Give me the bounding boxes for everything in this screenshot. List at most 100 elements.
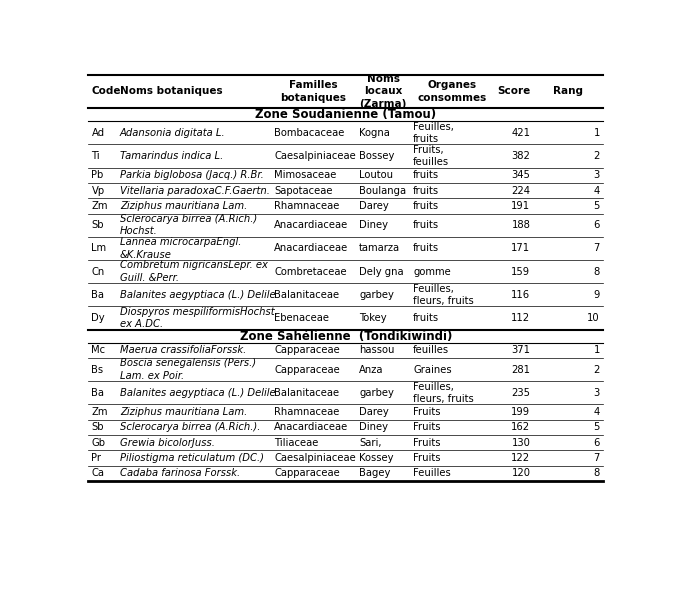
Text: Fruits: Fruits — [413, 453, 441, 463]
Text: 112: 112 — [511, 313, 530, 323]
Text: Combretaceae: Combretaceae — [274, 267, 347, 277]
Text: Gb: Gb — [92, 438, 106, 447]
Text: 1: 1 — [594, 128, 600, 137]
Text: tamarza: tamarza — [359, 244, 400, 253]
Text: 7: 7 — [594, 244, 600, 253]
Text: Bs: Bs — [92, 365, 104, 374]
Text: Sapotaceae: Sapotaceae — [274, 186, 332, 195]
Text: Anacardiaceae: Anacardiaceae — [274, 220, 349, 230]
Text: Feuilles: Feuilles — [413, 469, 451, 478]
Text: Zm: Zm — [92, 201, 108, 211]
Text: Capparaceae: Capparaceae — [274, 365, 340, 374]
Text: feuilles: feuilles — [413, 346, 450, 355]
Text: Dy: Dy — [92, 313, 105, 323]
Text: 122: 122 — [511, 453, 530, 463]
Text: Sclerocarya birrea (A.Rich.).: Sclerocarya birrea (A.Rich.). — [120, 422, 260, 432]
Text: Caesalpiniaceae: Caesalpiniaceae — [274, 453, 356, 463]
Text: 162: 162 — [511, 422, 530, 432]
Text: 159: 159 — [511, 267, 530, 277]
Text: Sclerocarya birrea (A.Rich.)
Hochst.: Sclerocarya birrea (A.Rich.) Hochst. — [120, 214, 257, 236]
Text: fruits: fruits — [413, 201, 439, 211]
Text: 235: 235 — [511, 388, 530, 398]
Text: Grewia bicolorJuss.: Grewia bicolorJuss. — [120, 438, 215, 447]
Text: Pb: Pb — [92, 170, 104, 180]
Text: Mc: Mc — [92, 346, 106, 355]
Text: fruits: fruits — [413, 313, 439, 323]
Text: 3: 3 — [594, 388, 600, 398]
Text: Cadaba farinosa Forssk.: Cadaba farinosa Forssk. — [120, 469, 240, 478]
Text: Kossey: Kossey — [359, 453, 394, 463]
Text: 382: 382 — [511, 151, 530, 161]
Text: Sb: Sb — [92, 422, 104, 432]
Text: Zone Sahélienne  (Tondikiwindi): Zone Sahélienne (Tondikiwindi) — [240, 330, 452, 343]
Text: 191: 191 — [511, 201, 530, 211]
Text: Ba: Ba — [92, 290, 104, 300]
Text: Feuilles,
fleurs, fruits: Feuilles, fleurs, fruits — [413, 283, 474, 306]
Text: Cn: Cn — [92, 267, 105, 277]
Text: 2: 2 — [594, 151, 600, 161]
Text: Vp: Vp — [92, 186, 104, 195]
Text: Ziziphus mauritiana Lam.: Ziziphus mauritiana Lam. — [120, 201, 247, 211]
Text: Score: Score — [497, 86, 531, 96]
Text: Balanites aegyptiaca (L.) Delile: Balanites aegyptiaca (L.) Delile — [120, 388, 275, 398]
Text: 5: 5 — [594, 422, 600, 432]
Text: Diney: Diney — [359, 422, 388, 432]
Text: Diospyros mespiliformisHochst.
ex A.DC.: Diospyros mespiliformisHochst. ex A.DC. — [120, 307, 277, 329]
Text: fruits: fruits — [413, 220, 439, 230]
Text: 4: 4 — [594, 407, 600, 417]
Text: Familles
botaniques: Familles botaniques — [281, 80, 347, 103]
Text: 8: 8 — [594, 267, 600, 277]
Text: 188: 188 — [511, 220, 530, 230]
Text: garbey: garbey — [359, 388, 394, 398]
Text: Tokey: Tokey — [359, 313, 387, 323]
Text: Maerua crassifoliaForssk.: Maerua crassifoliaForssk. — [120, 346, 246, 355]
Text: 4: 4 — [594, 186, 600, 195]
Text: 2: 2 — [594, 365, 600, 374]
Text: Kogna: Kogna — [359, 128, 390, 137]
Text: Darey: Darey — [359, 407, 389, 417]
Text: Capparaceae: Capparaceae — [274, 469, 340, 478]
Text: Parkia biglobosa (Jacq.) R.Br.: Parkia biglobosa (Jacq.) R.Br. — [120, 170, 264, 180]
Text: Fruits: Fruits — [413, 422, 441, 432]
Text: Bagey: Bagey — [359, 469, 390, 478]
Text: 281: 281 — [511, 365, 530, 374]
Text: 345: 345 — [511, 170, 530, 180]
Text: Rang: Rang — [553, 86, 583, 96]
Text: Code: Code — [92, 86, 121, 96]
Text: Pr: Pr — [92, 453, 102, 463]
Text: Zone Soudanienne (Tamou): Zone Soudanienne (Tamou) — [255, 108, 436, 121]
Text: gomme: gomme — [413, 267, 451, 277]
Text: Zm: Zm — [92, 407, 108, 417]
Text: 371: 371 — [511, 346, 530, 355]
Text: Anza: Anza — [359, 365, 384, 374]
Text: Darey: Darey — [359, 201, 389, 211]
Text: 171: 171 — [511, 244, 530, 253]
Text: 116: 116 — [511, 290, 530, 300]
Text: Balanitaceae: Balanitaceae — [274, 388, 339, 398]
Text: Diney: Diney — [359, 220, 388, 230]
Text: 199: 199 — [511, 407, 530, 417]
Text: Vitellaria paradoxaC.F.Gaertn.: Vitellaria paradoxaC.F.Gaertn. — [120, 186, 270, 195]
Text: Ebenaceae: Ebenaceae — [274, 313, 329, 323]
Text: 3: 3 — [594, 170, 600, 180]
Text: 7: 7 — [594, 453, 600, 463]
Text: 5: 5 — [594, 201, 600, 211]
Text: Loutou: Loutou — [359, 170, 393, 180]
Text: 421: 421 — [511, 128, 530, 137]
Text: Lm: Lm — [92, 244, 106, 253]
Text: Fruits: Fruits — [413, 407, 441, 417]
Text: fruits: fruits — [413, 244, 439, 253]
Text: 6: 6 — [594, 438, 600, 447]
Text: Graines: Graines — [413, 365, 452, 374]
Text: fruits: fruits — [413, 170, 439, 180]
Text: Boulanga: Boulanga — [359, 186, 406, 195]
Text: Ziziphus mauritiana Lam.: Ziziphus mauritiana Lam. — [120, 407, 247, 417]
Text: Fruits,
feuilles: Fruits, feuilles — [413, 145, 450, 167]
Text: Ba: Ba — [92, 388, 104, 398]
Text: 120: 120 — [511, 469, 530, 478]
Text: Caesalpiniaceae: Caesalpiniaceae — [274, 151, 356, 161]
Text: garbey: garbey — [359, 290, 394, 300]
Text: Sari,: Sari, — [359, 438, 382, 447]
Text: Adansonia digitata L.: Adansonia digitata L. — [120, 128, 225, 137]
Text: Mimosaceae: Mimosaceae — [274, 170, 336, 180]
